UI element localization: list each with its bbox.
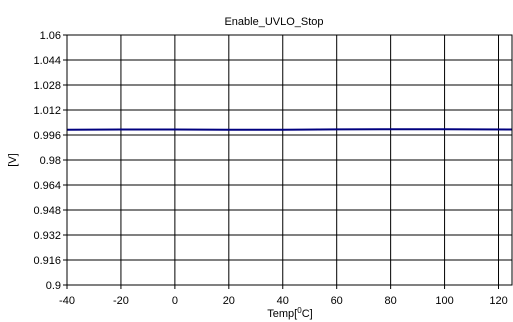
y-tick-label: 0.964	[33, 180, 61, 192]
x-axis-label-main: Temp[	[267, 308, 297, 320]
x-tick-label: 20	[223, 295, 235, 307]
x-tick-label: 120	[489, 295, 507, 307]
y-tick-label: 1.012	[33, 105, 61, 117]
x-tick-label: 0	[172, 295, 178, 307]
y-tick-label: 0.98	[40, 155, 61, 167]
x-tick-label: 60	[331, 295, 343, 307]
x-tick-label: 40	[277, 295, 289, 307]
x-axis-label: Temp[0C]	[267, 306, 312, 320]
y-tick-label: 0.9	[46, 280, 61, 292]
x-tick-label: 80	[385, 295, 397, 307]
x-tick-labels: -40 -20 0 20 40 60 80 100 120	[59, 295, 508, 307]
series-line	[66, 128, 513, 131]
x-tick-label: -40	[59, 295, 75, 307]
chart-title: Enable_UVLO_Stop	[224, 16, 323, 28]
y-tick-label: 1.028	[33, 80, 61, 92]
y-tick-label: 1.06	[40, 30, 61, 42]
x-tick-label: 100	[435, 295, 453, 307]
y-tick-labels: 0.9 0.916 0.932 0.948 0.964 0.98 0.996 1.012 1.0…	[33, 30, 61, 292]
y-tick-label: 0.948	[33, 205, 61, 217]
y-tick-label: 1.044	[33, 55, 61, 67]
x-tick-label: -20	[113, 295, 129, 307]
x-axis-label-end: C]	[302, 308, 313, 320]
x-axis-label-superscript: 0	[297, 306, 302, 315]
y-axis-label: [V]	[7, 153, 19, 166]
y-tick-label: 0.932	[33, 230, 61, 242]
y-tick-label: 0.996	[33, 130, 61, 142]
plot-area-border	[66, 34, 513, 286]
y-tick-label: 0.916	[33, 255, 61, 267]
series-lines	[66, 128, 513, 131]
grid	[63, 34, 512, 289]
